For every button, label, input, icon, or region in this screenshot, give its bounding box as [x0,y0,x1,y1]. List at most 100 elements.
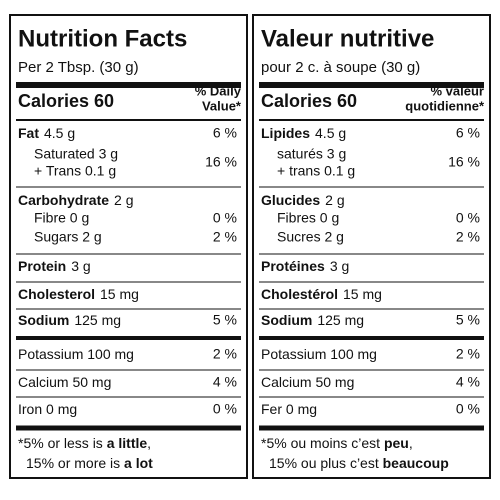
footnote-text: *5% ou moins c’est [261,435,384,451]
daily-value: 0 % [213,401,237,417]
rule [16,396,241,398]
title: Nutrition Facts [18,25,187,52]
daily-value: 0 % [456,401,480,417]
daily-value: 16 % [448,154,480,170]
footnote-bold: beaucoup [383,455,449,471]
panel-border [9,14,248,479]
footnote-text: 15% or more is [26,455,124,471]
nutrient-name: Protéines [261,258,325,274]
sub-nutrient: + Trans 0.1 g [34,163,116,179]
rule [16,308,241,310]
nutrient-amount: 125 mg [317,312,364,328]
daily-value: 2 % [456,346,480,362]
dv-header: % valeur [431,83,484,98]
thick-rule [16,336,241,340]
nutrient: Calcium 50 mg [18,374,111,390]
rule [16,186,241,188]
sub-nutrient: Sugars 2 g [34,229,102,245]
rule [16,369,241,371]
dv-header: % Daily [195,83,242,98]
panel: Nutrition Facts Per 2 Tbsp. (30 g) Calorie… [9,14,248,479]
calories: Calories 60 [261,91,357,111]
dv-header: Value* [202,98,242,113]
daily-value: 5 % [213,312,237,328]
footnote-bold: a little [107,435,148,451]
thick-rule [259,336,484,340]
footnote-text: , [409,435,413,451]
nutrient: Iron 0 mg [18,401,77,417]
rule [259,281,484,283]
daily-value: 2 % [213,229,237,245]
footnote-text: *5% or less is [18,435,107,451]
nutrient-amount: 15 mg [343,286,382,302]
nutrient-amount: 2 g [325,192,344,208]
footnote: 15% ou plus c’est beaucoup [269,455,449,471]
nutrient-amount: 3 g [330,258,349,274]
rule [16,281,241,283]
nutrient: Potassium 100 mg [261,346,377,362]
nutrient-name: Cholestérol [261,286,338,302]
nutrient: Protéines 3 g [261,258,349,274]
nutrient: Lipides 4.5 g [261,125,346,141]
nutrient-name: Fat [18,125,39,141]
rule [259,396,484,398]
thick-rule [259,425,484,431]
nutrient: Protein 3 g [18,258,91,274]
daily-value: 4 % [456,374,480,390]
panel: Valeur nutritive pour 2 c. à soupe (30 g)… [252,14,491,479]
daily-value: 6 % [456,125,480,141]
rule [259,253,484,255]
footnote-bold: peu [384,435,409,451]
nutrient-amount: Calcium 50 mg [18,374,111,390]
nutrient-name: Glucides [261,192,320,208]
nutrient-amount: Calcium 50 mg [261,374,354,390]
sub-nutrient: Fibre 0 g [34,210,89,226]
dv-header: quotidienne* [405,98,485,113]
daily-value: 2 % [456,229,480,245]
nutrient: Potassium 100 mg [18,346,134,362]
rule [259,308,484,310]
nutrient: Cholesterol 15 mg [18,286,139,302]
daily-value: 5 % [456,312,480,328]
rule [16,119,241,121]
daily-value: 0 % [213,210,237,226]
footnote: 15% or more is a lot [26,455,153,471]
daily-value: 2 % [213,346,237,362]
daily-value: 4 % [213,374,237,390]
sub-nutrient: Fibres 0 g [277,210,339,226]
nutrient-name: Protein [18,258,66,274]
nutrient-amount: Fer 0 mg [261,401,317,417]
daily-value: 0 % [456,210,480,226]
nutrient: Sodium 125 mg [261,312,364,328]
nutrient-amount: 15 mg [100,286,139,302]
nutrient-amount: Potassium 100 mg [18,346,134,362]
nutrient-amount: 4.5 g [315,125,346,141]
nutrient-amount: 3 g [71,258,90,274]
footnote: *5% ou moins c’est peu, [261,435,413,451]
nutrient-amount: 4.5 g [44,125,75,141]
serving-size: Per 2 Tbsp. (30 g) [18,59,139,76]
nutrient: Fat 4.5 g [18,125,75,141]
footnote-text: 15% ou plus c’est [269,455,383,471]
nutrient: Carbohydrate 2 g [18,192,134,208]
sub-nutrient: saturés 3 g [277,146,346,162]
title: Valeur nutritive [261,25,434,52]
thick-rule [16,82,241,88]
nutrient-name: Sodium [261,312,312,328]
sub-nutrient: Sucres 2 g [277,229,344,245]
nutrient-amount: 2 g [114,192,133,208]
daily-value: 6 % [213,125,237,141]
rule [259,119,484,121]
nutrient-name: Carbohydrate [18,192,109,208]
footnote-text: , [147,435,151,451]
calories: Calories 60 [18,91,114,111]
thick-rule [16,425,241,431]
daily-value: 16 % [205,154,237,170]
serving-size: pour 2 c. à soupe (30 g) [261,59,420,76]
nutrient: Glucides 2 g [261,192,345,208]
footnote: *5% or less is a little, [18,435,151,451]
nutrient-name: Lipides [261,125,310,141]
panel-border [252,14,491,479]
nutrient-amount: Iron 0 mg [18,401,77,417]
nutrient-amount: 125 mg [74,312,121,328]
